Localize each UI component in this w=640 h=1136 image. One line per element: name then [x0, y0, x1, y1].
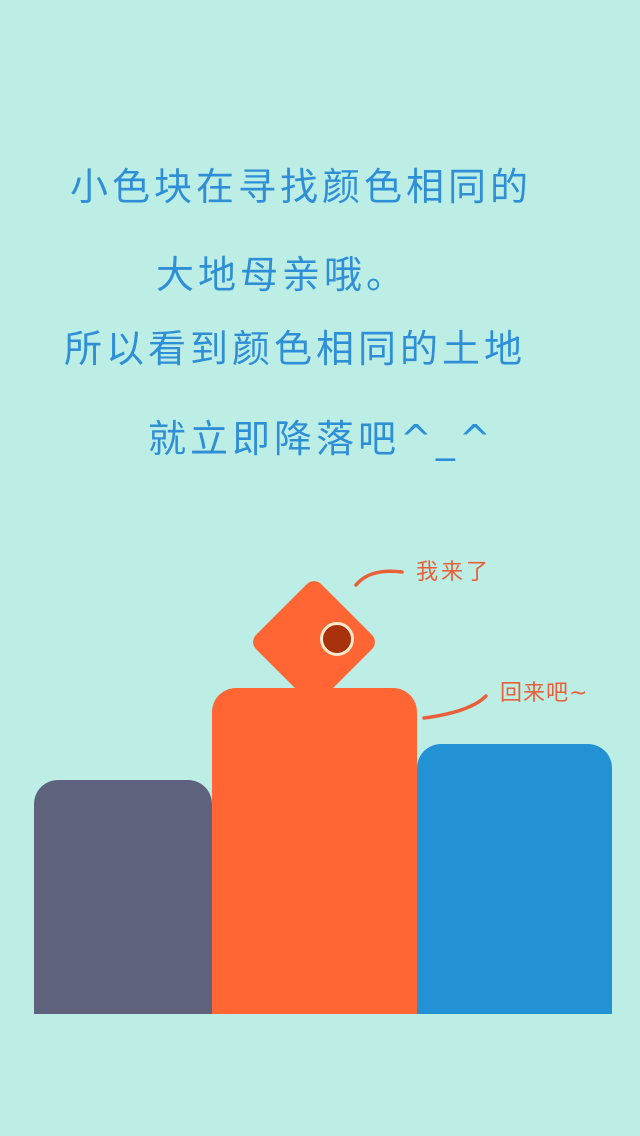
- story-text-line-3: 所以看到颜色相同的土地: [64, 327, 527, 371]
- block-speech-curve: [354, 569, 404, 587]
- land-column-slate[interactable]: [34, 780, 212, 1014]
- story-text-line-1: 小色块在寻找颜色相同的: [70, 165, 533, 209]
- land-column-blue[interactable]: [417, 744, 612, 1014]
- land-column-orange[interactable]: [212, 688, 417, 1014]
- block-speech-text: 我来了: [416, 560, 492, 585]
- land-speech-curve: [422, 694, 488, 720]
- story-text-line-4: 就立即降落吧^_^: [148, 417, 495, 461]
- block-eye-icon: [320, 622, 354, 656]
- story-text-line-2: 大地母亲哦。: [156, 253, 409, 297]
- land-speech-text: 回来吧~: [500, 681, 589, 706]
